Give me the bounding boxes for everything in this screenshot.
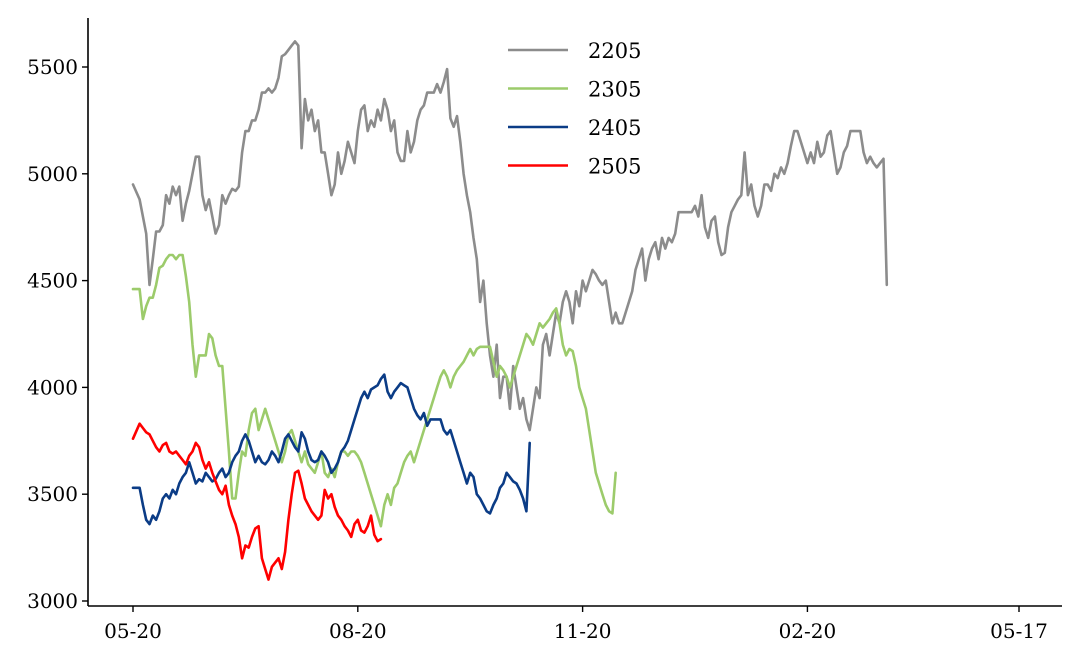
axes: 3000 3500 4000 4500 5000 5500 05-20 08-20 11-20 0… [27, 18, 1062, 643]
y-tick-label: 3500 [27, 482, 78, 506]
series-layer [131, 40, 889, 581]
legend-label-2305: 2305 [588, 78, 641, 102]
x-tick-label: 02-20 [779, 619, 837, 643]
x-tick-label: 08-20 [329, 619, 387, 643]
legend-label-2405: 2405 [588, 116, 641, 140]
series-line-2505 [131, 422, 383, 581]
y-tick-label: 4500 [27, 269, 78, 293]
series-line-2405 [131, 373, 531, 526]
legend-label-2205: 2205 [588, 39, 641, 63]
x-tick-label: 11-20 [554, 619, 612, 643]
y-tick-label: 5000 [27, 162, 78, 186]
y-tick-label: 5500 [27, 55, 78, 79]
series-line-2205 [131, 40, 889, 432]
x-tick-label: 05-20 [104, 619, 162, 643]
y-tick-label: 3000 [27, 589, 78, 613]
series-line-2305 [131, 253, 617, 528]
legend-label-2505: 2505 [588, 155, 641, 179]
y-tick-label: 4000 [27, 375, 78, 399]
x-tick-label: 05-17 [990, 619, 1048, 643]
legend: 2205 2305 2405 2505 [508, 39, 641, 179]
